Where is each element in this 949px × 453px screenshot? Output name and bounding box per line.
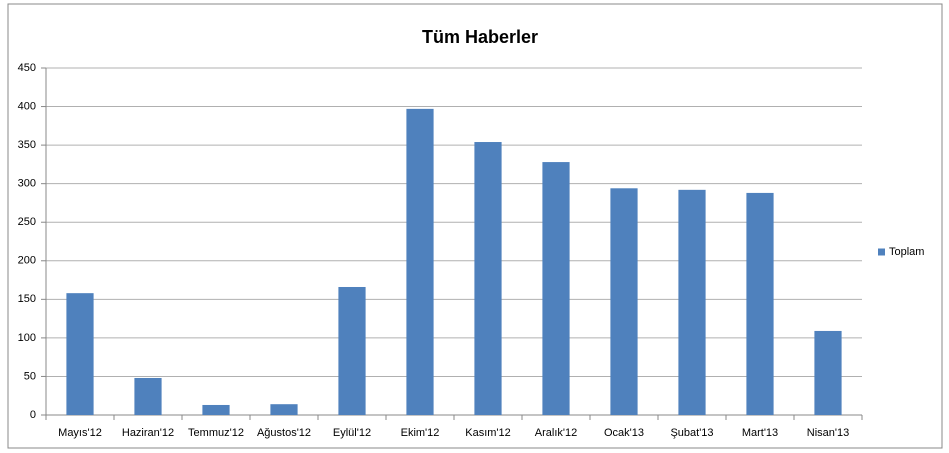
bar — [66, 293, 94, 415]
x-tick-label: Şubat'13 — [670, 427, 713, 439]
y-tick-label: 0 — [30, 409, 36, 421]
bar — [746, 192, 774, 415]
chart-title: Tüm Haberler — [422, 27, 538, 47]
y-tick-label: 200 — [18, 255, 36, 267]
y-tick-label: 100 — [18, 332, 36, 344]
y-tick-label: 300 — [18, 178, 36, 190]
x-tick-label: Kasım'12 — [465, 427, 511, 439]
bar — [406, 108, 434, 415]
x-tick-label: Mart'13 — [742, 427, 778, 439]
x-tick-label: Temmuz'12 — [188, 427, 244, 439]
legend-swatch — [878, 248, 885, 256]
y-tick-label: 50 — [24, 370, 36, 382]
y-tick-label: 250 — [18, 216, 36, 228]
bar — [270, 404, 298, 415]
x-tick-label: Ekim'12 — [401, 427, 440, 439]
x-tick-label: Nisan'13 — [807, 427, 849, 439]
y-tick-label: 450 — [18, 62, 36, 74]
x-tick-label: Aralık'12 — [535, 427, 577, 439]
y-tick-label: 150 — [18, 293, 36, 305]
x-tick-label: Haziran'12 — [122, 427, 174, 439]
x-tick-label: Mayıs'12 — [58, 427, 102, 439]
bar — [542, 162, 570, 415]
x-tick-label: Ağustos'12 — [257, 427, 311, 439]
bar — [814, 330, 842, 415]
legend-label: Toplam — [889, 246, 924, 258]
bar — [134, 377, 162, 415]
x-tick-label: Eylül'12 — [333, 427, 371, 439]
y-tick-label: 400 — [18, 100, 36, 112]
bar — [678, 189, 706, 415]
y-tick-label: 350 — [18, 139, 36, 151]
bar — [610, 188, 638, 415]
bar — [474, 142, 502, 415]
bar — [338, 286, 366, 415]
x-tick-label: Ocak'13 — [604, 427, 644, 439]
bar — [202, 404, 230, 415]
